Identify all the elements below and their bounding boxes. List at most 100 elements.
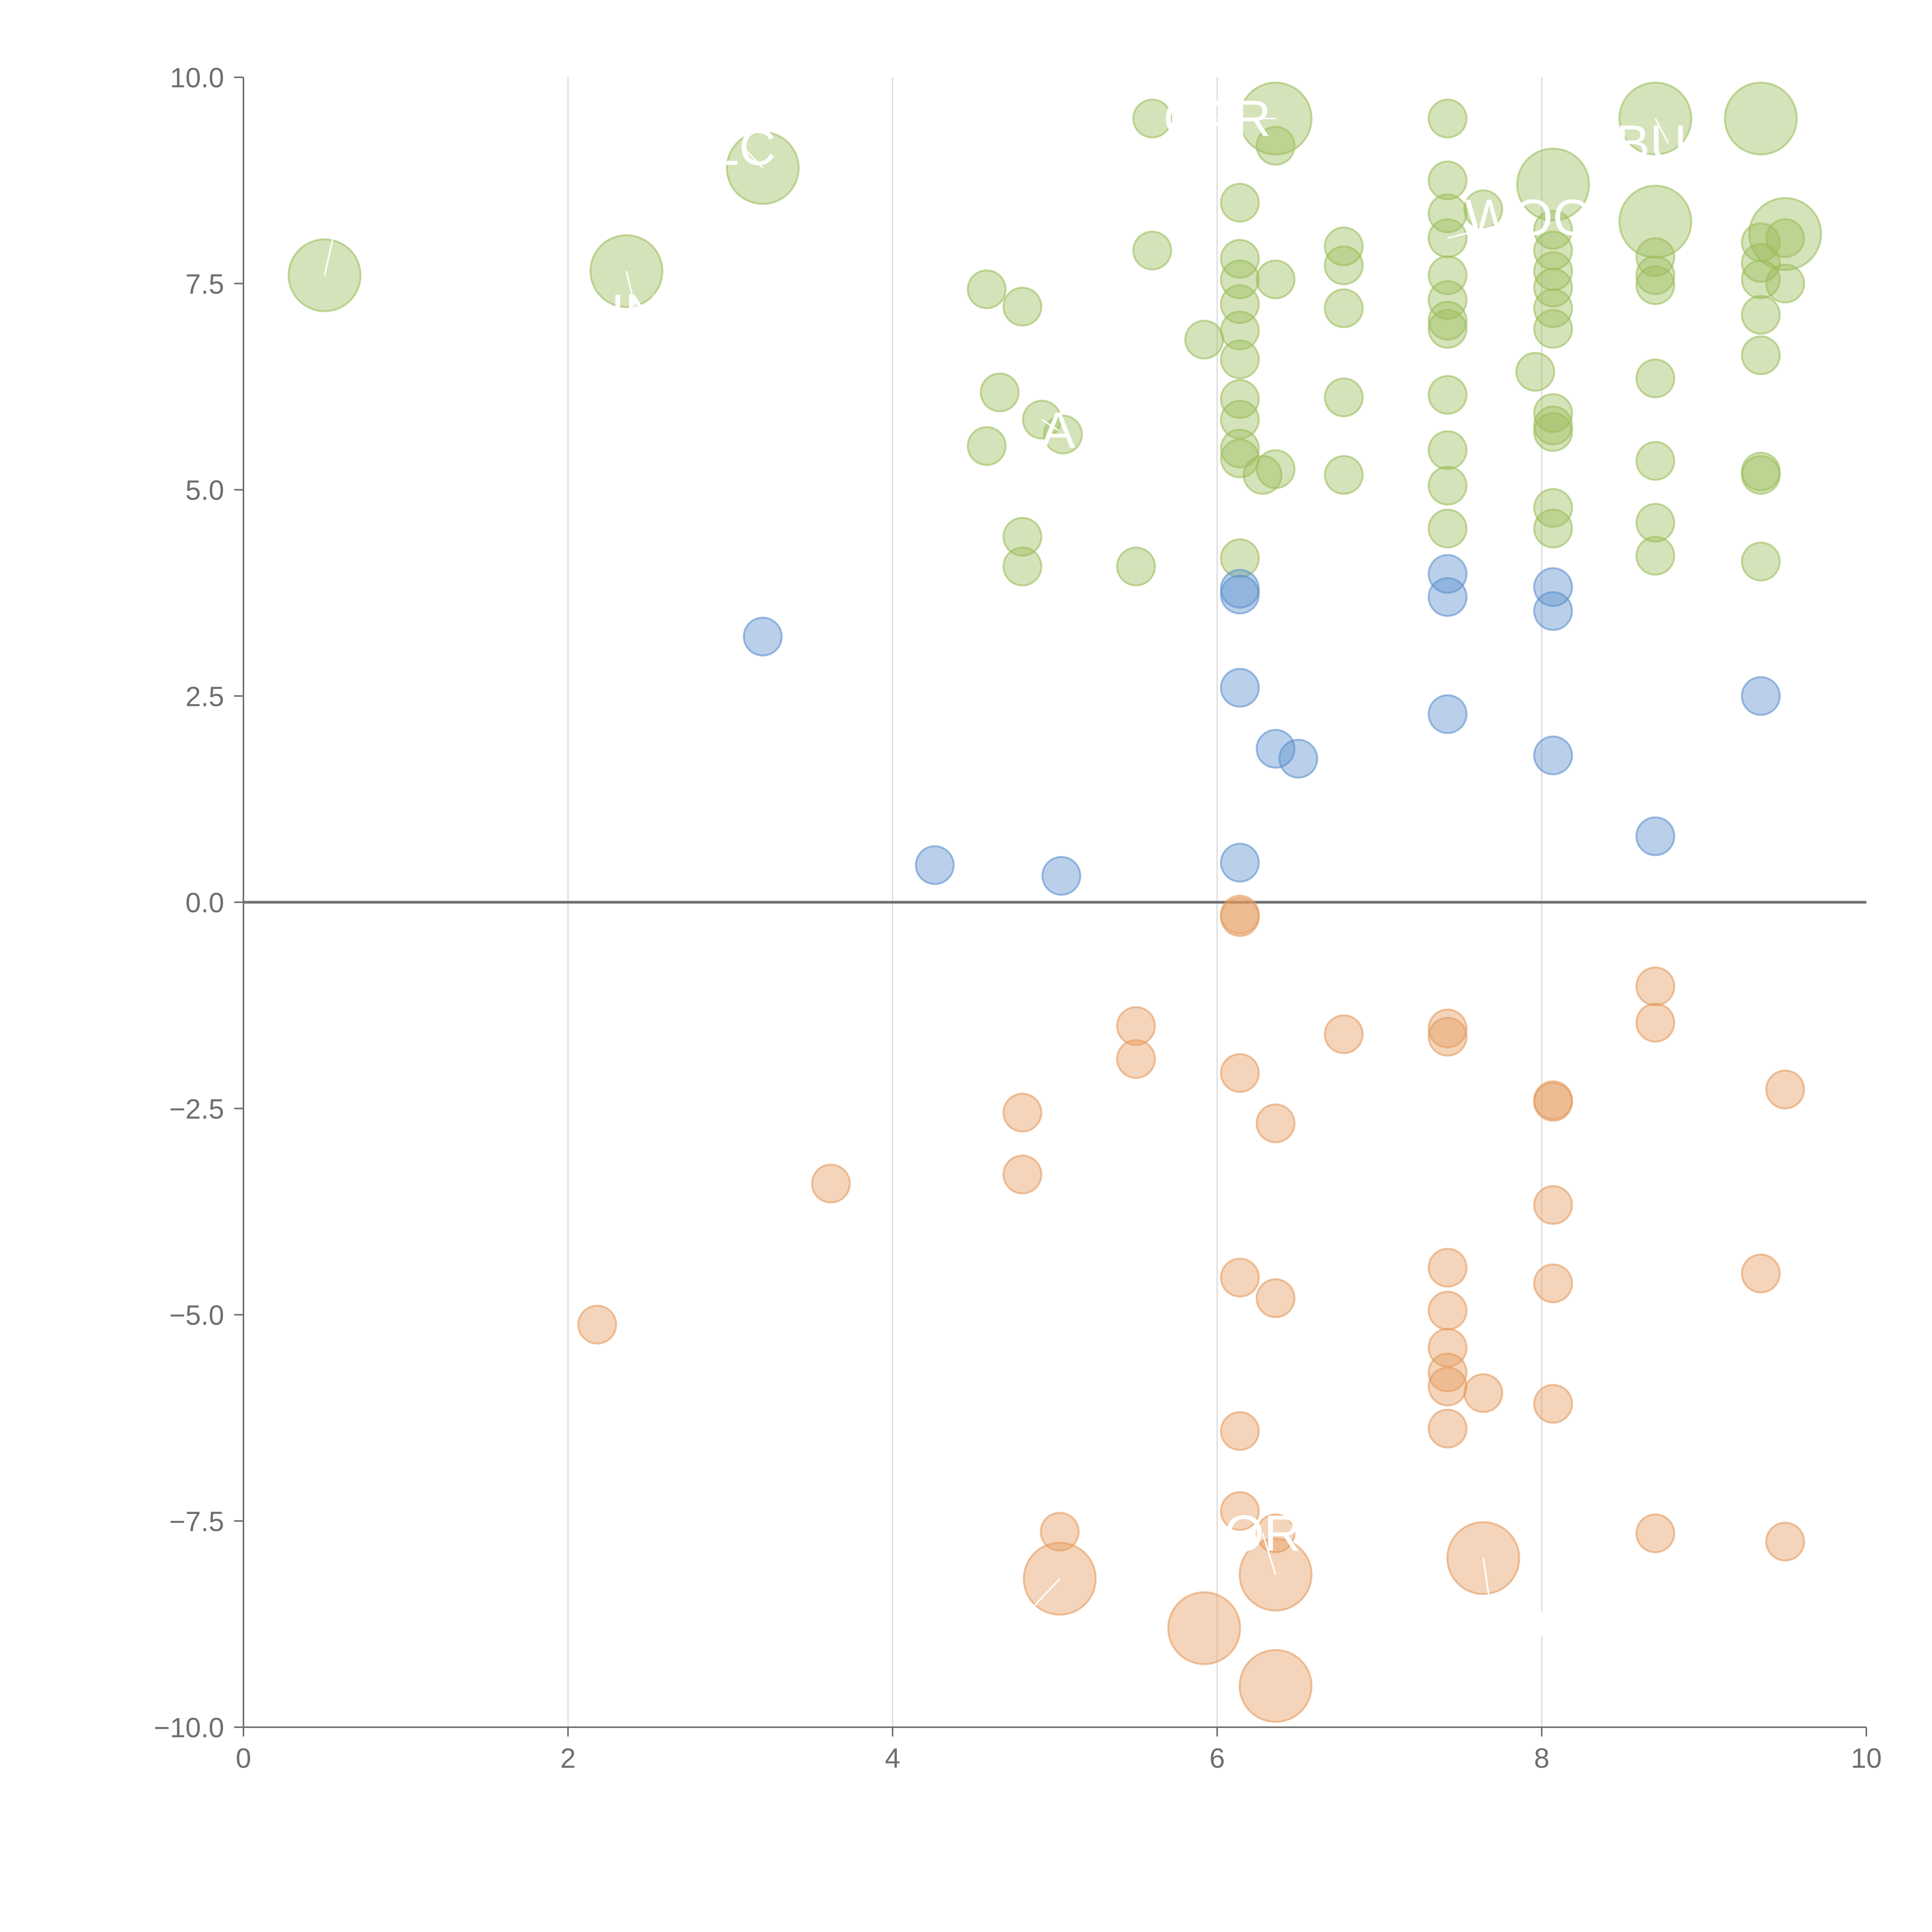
x-tick-label: 2: [560, 1743, 576, 1774]
scatter-point: [1427, 509, 1468, 549]
annotation-label: CAR: [1163, 90, 1271, 147]
scatter-point: [1002, 546, 1043, 587]
scatter-point: [980, 372, 1020, 413]
annotations: S IN LC A CAR WOO BUS L OR FOO: [321, 90, 1721, 1661]
scatter-point: [1427, 280, 1468, 320]
scatter-point: [1167, 1591, 1241, 1665]
axes: 0 2 4 6 8 10 −10.0 −7.5 −5.0 −2.5 0.0 2.5 5.0 7.5 10.0: [154, 63, 1882, 1774]
scatter-point: [1427, 99, 1468, 139]
scatter-point: [1324, 377, 1364, 417]
scatter-point: [1463, 189, 1503, 230]
x-tick-label: 6: [1209, 1743, 1225, 1774]
scatter-point: [1255, 126, 1296, 166]
scatter-point: [1002, 1155, 1043, 1195]
scatter-point: [1533, 210, 1573, 250]
scatter-point: [1220, 429, 1260, 469]
annotation-label: S: [321, 189, 355, 246]
y-tick-label: 10.0: [170, 63, 224, 94]
scatter-point: [1184, 320, 1224, 360]
scatter-point: [1132, 99, 1172, 139]
scatter-point: [1427, 554, 1468, 594]
scatter-point: [1041, 856, 1082, 896]
scatter-point: [1116, 1039, 1156, 1079]
scatter-point: [1748, 197, 1822, 271]
scatter-point: [1533, 567, 1573, 607]
scatter-point: [1741, 455, 1781, 495]
scatter-point: [1427, 301, 1468, 341]
scatter-point: [1220, 379, 1260, 419]
scatter-point: [1635, 966, 1675, 1007]
scatter-point: [1324, 245, 1364, 286]
scatter-point: [1635, 265, 1675, 305]
scatter-point: [1427, 1017, 1468, 1057]
scatter-point: [577, 1304, 617, 1345]
scatter-point: [743, 617, 783, 657]
scatter-point: [1765, 218, 1805, 258]
scatter-point: [1220, 575, 1260, 615]
scatter-point: [1533, 1384, 1573, 1424]
scatter-point: [1132, 230, 1172, 270]
scatter-point: [1220, 843, 1260, 883]
scatter-point: [1040, 1512, 1080, 1552]
scatter-point: [1533, 267, 1573, 308]
scatter-point: [1427, 577, 1468, 617]
scatter-point: [1533, 412, 1573, 452]
scatter-point: [1427, 1009, 1468, 1049]
scatter-point: [1635, 503, 1675, 543]
scatter-point: [1324, 1014, 1364, 1054]
scatter-point: [1220, 1053, 1260, 1093]
annotation-label: IN: [611, 284, 662, 340]
scatter-point: [1741, 676, 1781, 716]
scatter-point: [1635, 536, 1675, 576]
scatter-point: [1427, 430, 1468, 470]
scatter-point: [1324, 455, 1364, 495]
annotation-label: FOO: [1438, 1595, 1548, 1652]
scatter-point: [1427, 694, 1468, 734]
annotation-label: LC: [711, 119, 776, 175]
annotation-label: A: [1041, 402, 1075, 459]
scatter-point: [1533, 1185, 1573, 1225]
annotation-leader-line: [1447, 217, 1529, 239]
scatter-point: [1255, 1103, 1296, 1143]
scatter-point: [1220, 897, 1260, 937]
scatter-point: [1724, 82, 1798, 156]
scatter-point: [1533, 1082, 1573, 1122]
scatter-point: [1002, 287, 1043, 327]
scatter-point: [1220, 538, 1260, 578]
scatter-point: [1427, 309, 1468, 349]
scatter-point: [1765, 1070, 1805, 1110]
y-tick-label: −2.5: [169, 1094, 224, 1125]
scatter-point: [1533, 309, 1573, 349]
scatter-point: [1635, 441, 1675, 481]
y-tick-label: −5.0: [169, 1300, 224, 1331]
scatter-point: [1533, 735, 1573, 776]
scatter-point: [1220, 239, 1260, 279]
x-tick-label: 8: [1534, 1743, 1549, 1774]
series-blue: [743, 554, 1781, 896]
scatter-point: [1618, 185, 1692, 259]
scatter-point: [1427, 1291, 1468, 1331]
series-green: [287, 82, 1822, 587]
annotation-label: BUS: [1616, 115, 1721, 172]
scatter-point: [1238, 1649, 1313, 1723]
annotation-leader-line: [1655, 118, 1669, 144]
scatter-point: [1427, 375, 1468, 415]
scatter-point: [1002, 1092, 1043, 1133]
scatter-point: [967, 426, 1007, 466]
annotation-label: WOO: [1465, 189, 1592, 246]
scatter-point: [967, 269, 1007, 310]
x-tick-label: 4: [885, 1743, 900, 1774]
scatter-point: [1533, 288, 1573, 328]
scatter-point: [1533, 591, 1573, 631]
scatter-point: [1765, 264, 1805, 304]
scatter-point: [1427, 193, 1468, 233]
scatter-point: [1255, 1278, 1296, 1318]
scatter-point: [1427, 255, 1468, 295]
scatter-point: [1533, 1263, 1573, 1303]
scatter-point: [1635, 1513, 1675, 1553]
scatter-point: [1635, 816, 1675, 856]
annotation-leader-line: [1262, 1533, 1277, 1575]
annotation-leader-line: [324, 217, 338, 276]
scatter-point: [1220, 1411, 1260, 1451]
scatter-point: [1324, 288, 1364, 328]
